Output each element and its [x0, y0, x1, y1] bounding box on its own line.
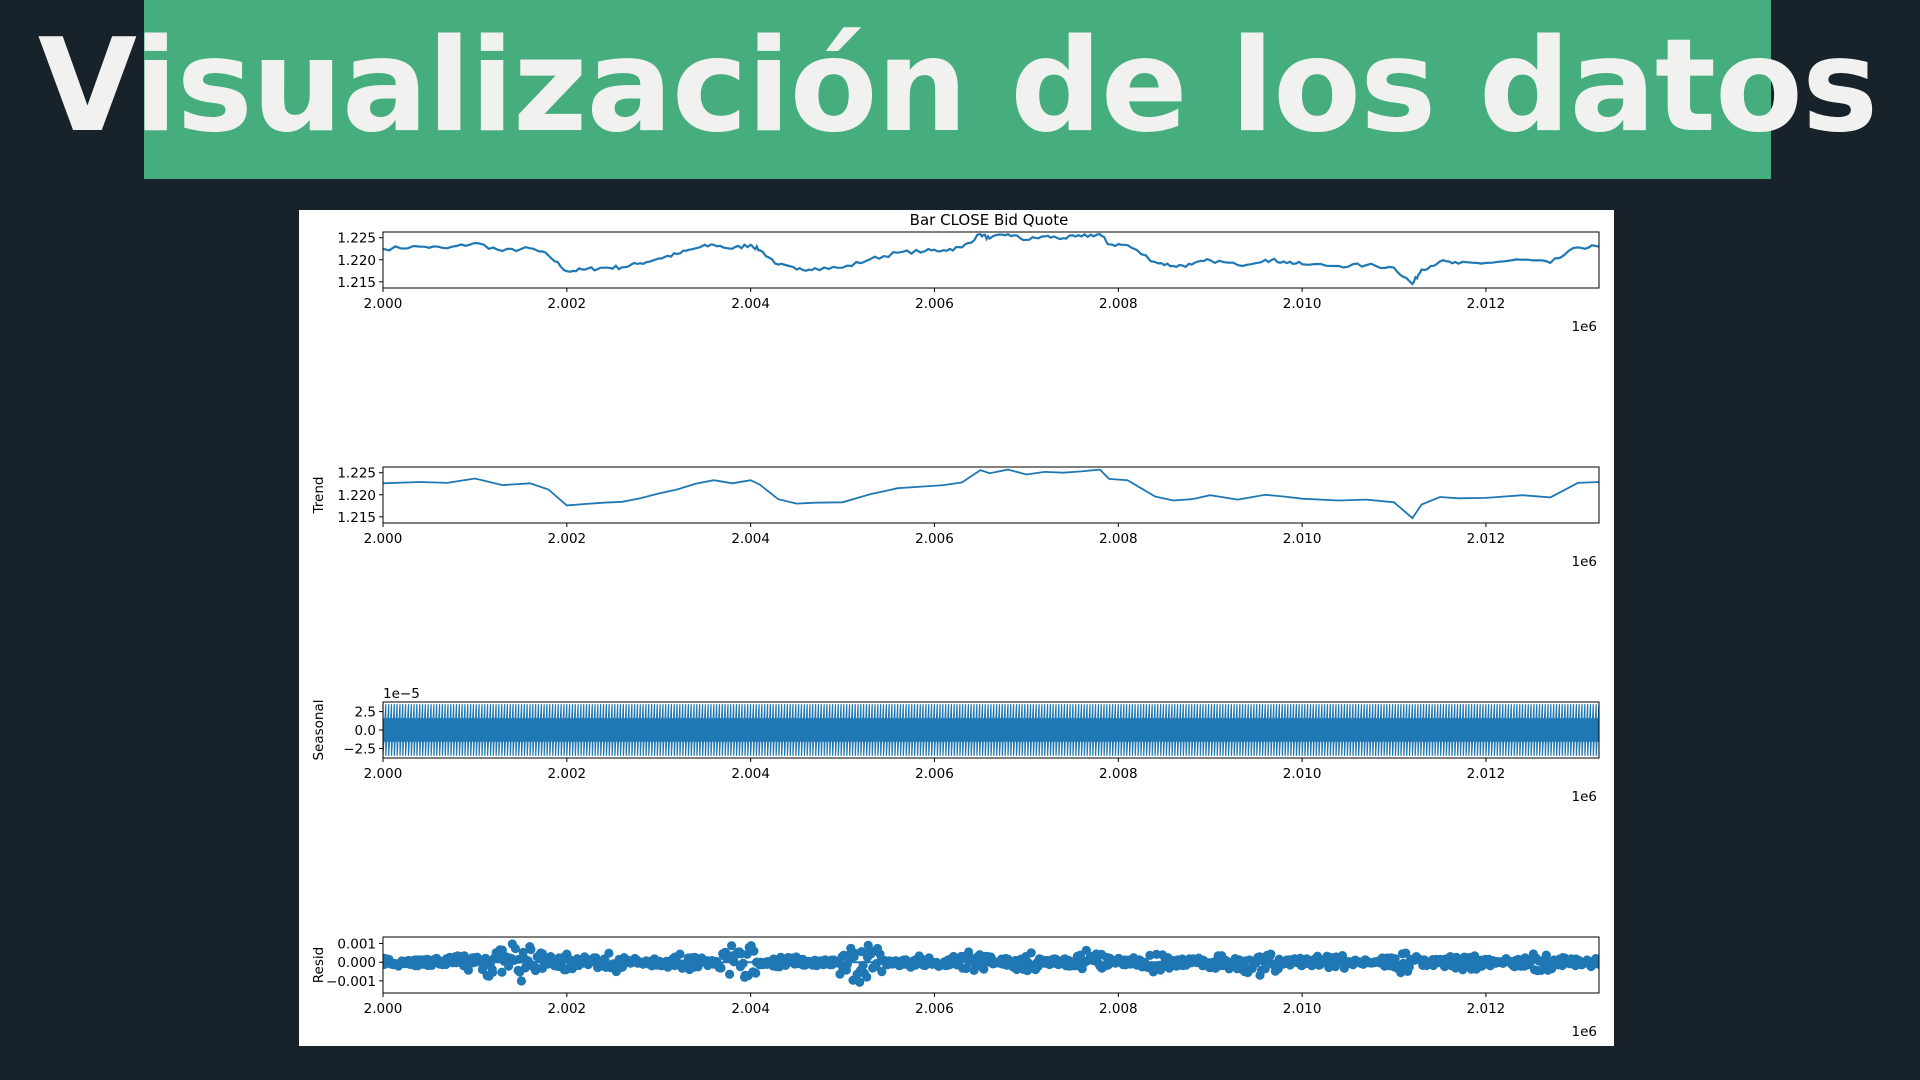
resid-point: [857, 947, 867, 957]
y-tick-label: −0.001: [326, 974, 376, 990]
x-tick-label: 2.000: [364, 531, 403, 547]
x-tick-label: 2.000: [364, 1001, 403, 1017]
title-banner: Visualización de los datos: [38, 0, 1878, 179]
x-tick-label: 2.010: [1283, 766, 1322, 782]
x-tick-label: 2.004: [731, 296, 770, 312]
x-tick-label: 2.012: [1467, 531, 1506, 547]
y-tick-label: 0.001: [337, 937, 376, 953]
chart-title: Bar CLOSE Bid Quote: [910, 211, 1069, 229]
resid-point: [1266, 949, 1276, 959]
resid-point: [1401, 948, 1411, 958]
resid-point: [964, 947, 974, 957]
resid-point: [1396, 968, 1406, 978]
resid-point: [716, 963, 726, 973]
resid-point: [526, 944, 536, 955]
y-tick-label: 1.215: [337, 275, 376, 291]
y-tick-label: 1.220: [337, 253, 376, 269]
plot-area-observed: [383, 232, 1599, 286]
resid-point: [463, 965, 473, 975]
x-tick-label: 2.004: [731, 766, 770, 782]
x-tick-label: 2.004: [731, 1001, 770, 1017]
y-tick-label: 0.000: [337, 955, 376, 971]
y-axis-label-seasonal: Seasonal: [311, 699, 327, 760]
x-tick-label: 2.012: [1467, 1001, 1506, 1017]
resid-point: [979, 964, 989, 974]
seasonal-band: [383, 718, 1599, 742]
x-tick-label: 2.006: [915, 1001, 954, 1017]
resid-point: [877, 967, 887, 977]
plot-area-trend: [383, 468, 1599, 520]
decomposition-chart: Bar CLOSE Bid Quote 1.215 1.220 1.225 2.000…: [311, 211, 1600, 1040]
resid-point: [1012, 964, 1022, 975]
page-title: Visualización de los datos: [37, 11, 1878, 161]
resid-point: [1541, 950, 1551, 960]
resid-point: [738, 958, 748, 969]
resid-point: [604, 948, 614, 958]
y-tick-label: 1.225: [337, 231, 376, 247]
y-tick-label: 1.215: [337, 510, 376, 526]
panel-trend: 1.215 1.220 1.225 2.000 2.002 2.004 2.006 2.008…: [311, 466, 1600, 570]
resid-point: [855, 977, 865, 987]
x-tick-label: 2.004: [731, 531, 770, 547]
x-tick-label: 2.010: [1283, 1001, 1322, 1017]
resid-point: [725, 969, 735, 979]
x-tick-label: 2.008: [1099, 531, 1138, 547]
x-tick-label: 2.006: [915, 531, 954, 547]
y-tick-label: −2.5: [343, 741, 376, 757]
x-tick-label: 2.012: [1467, 296, 1506, 312]
x-tick-label: 2.008: [1099, 1001, 1138, 1017]
resid-point: [675, 949, 685, 959]
resid-point: [488, 967, 498, 978]
panel-frame-resid: [382, 936, 1600, 994]
x-tick-label: 2.010: [1283, 296, 1322, 312]
x-tick-label: 2.010: [1283, 531, 1322, 547]
x-offset-label: 1e6: [1572, 319, 1597, 335]
x-tick-label: 2.006: [915, 296, 954, 312]
resid-point: [862, 972, 872, 982]
x-tick-label: 2.008: [1099, 296, 1138, 312]
panel-observed: 1.215 1.220 1.225 2.000 2.002 2.004 2.006 2.008…: [337, 231, 1600, 335]
series-line-observed: [383, 232, 1599, 286]
series-line-trend: [383, 468, 1599, 520]
resid-point: [510, 943, 520, 954]
x-tick-label: 2.002: [547, 296, 586, 312]
x-tick-label: 2.008: [1099, 766, 1138, 782]
plot-area-seasonal: [383, 704, 1599, 756]
resid-point: [727, 941, 737, 951]
panel-frame-observed: [382, 231, 1600, 289]
plot-area-resid: [383, 939, 1599, 987]
panel-frame-trend: [382, 466, 1600, 524]
panel-seasonal: −2.5 0.0 2.5 2.000 2.002 2.004 2.006 2.008 2.010…: [311, 686, 1600, 805]
x-offset-label: 1e6: [1572, 789, 1597, 805]
y-offset-label: 1e−5: [383, 686, 420, 702]
y-tick-label: 1.220: [337, 488, 376, 504]
resid-point: [497, 967, 507, 977]
x-tick-label: 2.000: [364, 296, 403, 312]
x-tick-label: 2.000: [364, 766, 403, 782]
x-tick-label: 2.012: [1467, 766, 1506, 782]
y-tick-label: 1.225: [337, 466, 376, 482]
x-tick-label: 2.002: [547, 1001, 586, 1017]
resid-point: [751, 968, 761, 978]
x-offset-label: 1e6: [1572, 554, 1597, 570]
x-tick-label: 2.002: [547, 531, 586, 547]
resid-point: [1260, 964, 1270, 974]
x-tick-label: 2.002: [547, 766, 586, 782]
resid-point: [749, 946, 759, 956]
x-tick-label: 2.006: [915, 766, 954, 782]
y-tick-label: 2.5: [355, 705, 376, 721]
y-axis-label-trend: Trend: [311, 477, 327, 515]
panel-resid: −0.001 0.000 0.001 2.000 2.002 2.004 2.006 2.00…: [311, 936, 1600, 1040]
resid-point: [1026, 948, 1036, 958]
decomposition-figure: Bar CLOSE Bid Quote 1.215 1.220 1.225 2.000…: [299, 210, 1614, 1046]
resid-point: [516, 976, 526, 986]
y-axis-label-resid: Resid: [311, 947, 327, 983]
x-offset-label: 1e6: [1572, 1024, 1597, 1040]
y-tick-label: 0.0: [355, 723, 376, 739]
